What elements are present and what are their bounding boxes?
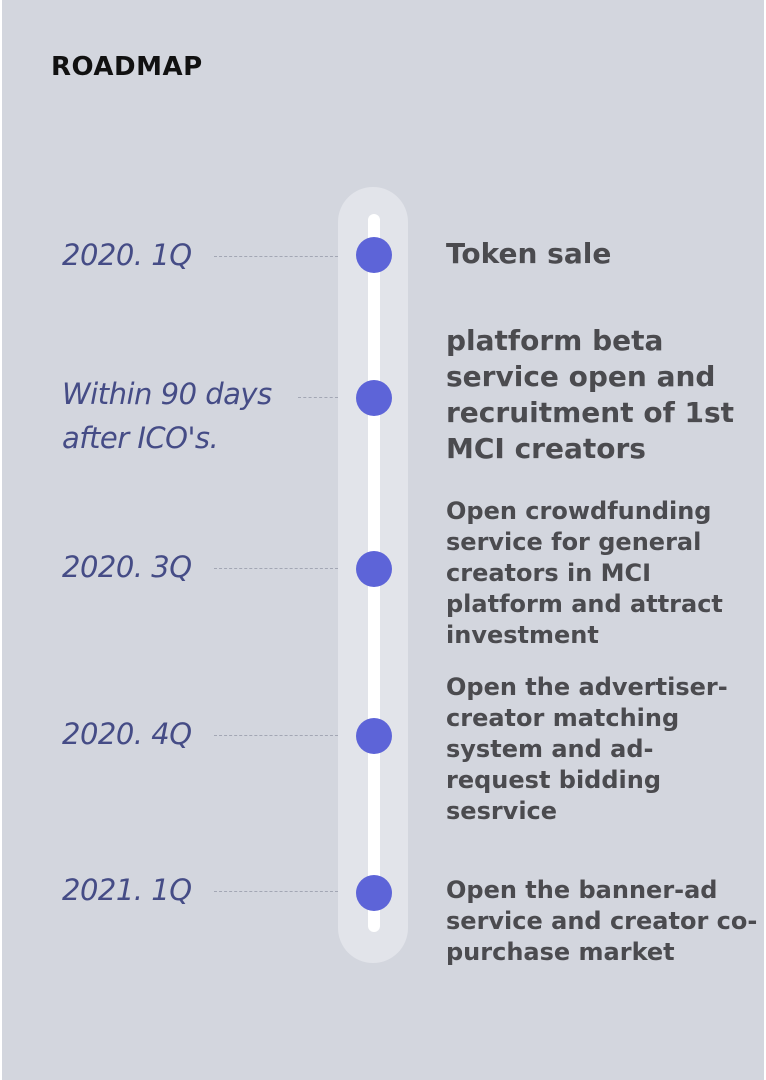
connector-dash (214, 568, 338, 569)
timeline-dot (356, 718, 392, 754)
connector-dash (298, 397, 338, 398)
timeline-dot (356, 237, 392, 273)
description-line: MCI creators (446, 432, 646, 465)
roadmap-title: ROADMAP (51, 52, 203, 82)
milestone-date: 2020. 4Q (62, 717, 192, 751)
milestone-date-line: Within 90 days (62, 377, 272, 411)
milestone-date: 2021. 1Q (62, 873, 192, 907)
milestone-description: platform beta service open and recruitme… (446, 323, 766, 467)
description-line: recruitment of 1st (446, 396, 735, 429)
description-line: platform and attract (446, 590, 723, 618)
description-line: purchase market (446, 938, 675, 966)
milestone-date-line: after ICO's. (62, 421, 219, 455)
timeline-dot (356, 551, 392, 587)
description-line: Open the banner-ad (446, 876, 718, 904)
description-line: Open crowdfunding (446, 497, 712, 525)
description-line: request bidding (446, 766, 662, 794)
description-line: service for general (446, 528, 702, 556)
description-line: Open the advertiser- (446, 673, 728, 701)
milestone-description: Token sale (446, 237, 612, 270)
connector-dash (214, 256, 338, 257)
connector-dash (214, 891, 338, 892)
timeline-dot (356, 380, 392, 416)
timeline-dot (356, 875, 392, 911)
description-line: platform beta (446, 324, 664, 357)
description-line: system and ad- (446, 735, 654, 763)
description-line: investment (446, 621, 599, 649)
milestone-date: 2020. 1Q (62, 238, 192, 272)
connector-dash (214, 735, 338, 736)
milestone-description: Open the banner-ad service and creator c… (446, 875, 764, 968)
milestone-description: Open crowdfunding service for general cr… (446, 496, 764, 651)
description-line: service and creator co- (446, 907, 758, 935)
description-line: creators in MCI (446, 559, 652, 587)
milestone-date: 2020. 3Q (62, 550, 192, 584)
description-line: sesrvice (446, 797, 558, 825)
milestone-description: Open the advertiser- creator matching sy… (446, 672, 764, 827)
description-line: creator matching (446, 704, 680, 732)
description-line: service open and (446, 360, 716, 393)
